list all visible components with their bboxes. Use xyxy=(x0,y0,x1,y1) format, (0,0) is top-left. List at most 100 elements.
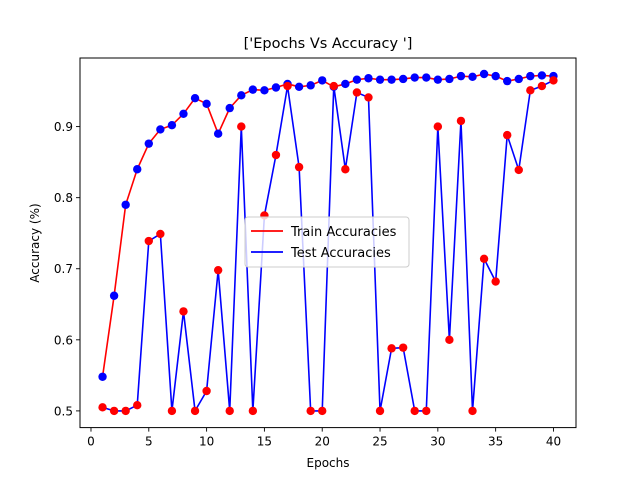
data-point-train xyxy=(318,76,327,85)
x-tick-label: 10 xyxy=(199,435,214,449)
x-tick-label: 20 xyxy=(315,435,330,449)
data-point-test xyxy=(237,122,246,131)
data-point-test xyxy=(375,406,385,416)
data-point-test xyxy=(225,406,234,416)
axes-frame xyxy=(79,57,577,429)
data-point-test xyxy=(283,81,292,91)
data-point-test xyxy=(98,403,107,412)
x-tick-label: 30 xyxy=(430,435,445,449)
data-point-test xyxy=(352,88,362,97)
data-point-test xyxy=(514,165,523,175)
data-point-train xyxy=(144,139,153,148)
data-point-test xyxy=(341,165,350,174)
series-line-train xyxy=(101,73,554,377)
y-tick-label: 0.5 xyxy=(54,404,73,418)
data-point-test xyxy=(468,406,477,416)
y-axis-ticks: 0.5 0.6 0.7 0.8 0.9 xyxy=(54,120,80,418)
data-point-test xyxy=(271,150,281,160)
data-point-train xyxy=(341,79,350,89)
data-point-test xyxy=(410,406,419,416)
data-point-test xyxy=(144,236,153,246)
x-axis-label: Epochs xyxy=(307,456,350,470)
data-point-train xyxy=(479,69,489,79)
data-point-train xyxy=(398,74,408,84)
data-point-train xyxy=(121,200,130,209)
data-point-train xyxy=(445,74,454,84)
data-point-test xyxy=(456,116,466,126)
series-markers xyxy=(98,69,558,416)
data-point-train xyxy=(526,71,535,81)
data-point-train xyxy=(352,75,362,84)
y-tick-label: 0.7 xyxy=(54,262,73,276)
data-point-test xyxy=(202,386,211,396)
data-point-train xyxy=(422,73,431,82)
legend-label-test: Test Accuracies xyxy=(290,246,391,261)
data-point-test xyxy=(190,406,200,416)
data-point-test xyxy=(121,406,130,416)
y-tick-label: 0.8 xyxy=(54,191,73,205)
x-tick-label: 15 xyxy=(257,435,272,449)
data-point-test xyxy=(364,93,373,102)
data-point-test xyxy=(179,307,188,316)
data-point-train xyxy=(225,103,234,113)
data-point-train xyxy=(410,73,419,82)
y-tick-label: 0.6 xyxy=(54,333,73,347)
data-point-train xyxy=(456,71,466,81)
data-point-test xyxy=(306,406,315,416)
y-tick-label: 0.9 xyxy=(54,120,73,134)
data-point-test xyxy=(503,130,512,140)
data-point-test xyxy=(445,335,454,345)
data-point-train xyxy=(387,75,396,84)
data-point-train xyxy=(375,75,385,84)
data-point-train xyxy=(294,82,304,91)
x-tick-label: 0 xyxy=(87,435,95,449)
x-axis-ticks: 0 5 10 15 20 25 30 35 40 xyxy=(87,427,561,449)
data-point-train xyxy=(179,109,188,119)
data-point-test xyxy=(167,406,177,416)
data-point-train xyxy=(202,99,211,109)
data-point-test xyxy=(109,406,119,416)
data-point-test xyxy=(479,254,489,263)
y-axis-label: Accuracy (%) xyxy=(28,203,42,282)
legend-label-train: Train Accuracies xyxy=(290,225,397,240)
data-point-test xyxy=(526,86,535,95)
data-point-test xyxy=(213,265,223,275)
data-point-train xyxy=(503,76,512,86)
x-tick-label: 5 xyxy=(145,435,153,449)
data-point-train xyxy=(537,71,547,80)
data-point-train xyxy=(260,86,269,95)
data-point-train xyxy=(109,291,119,300)
data-point-test xyxy=(133,401,142,410)
data-point-test xyxy=(491,277,500,286)
data-point-train xyxy=(514,74,523,84)
x-tick-label: 40 xyxy=(546,435,561,449)
data-point-test xyxy=(537,81,547,91)
data-point-train xyxy=(433,75,443,84)
data-point-train xyxy=(167,120,177,130)
data-point-test xyxy=(422,406,431,416)
data-point-test xyxy=(318,406,327,416)
data-point-train xyxy=(190,93,200,103)
x-tick-label: 25 xyxy=(372,435,387,449)
legend-box xyxy=(244,216,410,268)
legend: Train Accuracies Test Accuracies xyxy=(244,216,410,268)
data-point-train xyxy=(491,71,500,81)
data-point-train xyxy=(468,72,477,82)
data-point-test xyxy=(294,162,304,172)
data-point-test xyxy=(329,81,338,91)
data-point-train xyxy=(271,83,281,92)
data-point-test xyxy=(248,406,258,416)
data-point-train xyxy=(98,372,107,381)
data-point-test xyxy=(549,76,558,85)
data-point-train xyxy=(306,81,315,90)
data-point-train xyxy=(133,165,142,174)
data-point-train xyxy=(364,74,373,83)
data-point-test xyxy=(398,343,408,352)
data-point-test xyxy=(156,229,165,239)
data-point-train xyxy=(213,129,223,138)
data-point-test xyxy=(387,344,396,353)
data-point-train xyxy=(237,91,246,100)
chart-title: ['Epochs Vs Accuracy '] xyxy=(244,36,413,52)
data-point-train xyxy=(248,85,258,94)
x-tick-label: 35 xyxy=(488,435,503,449)
